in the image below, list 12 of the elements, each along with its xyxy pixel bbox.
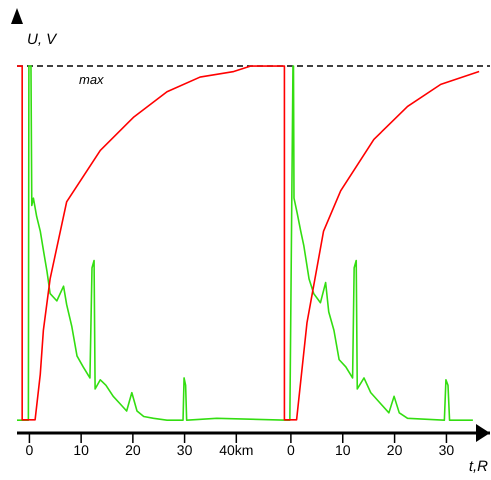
x-tick-label: 30 (438, 442, 454, 458)
ref-line-label: max (79, 72, 104, 88)
x-tick-label: 10 (73, 442, 90, 458)
x-tick-label: 0 (286, 442, 295, 458)
x-tick-label: 10 (334, 442, 351, 458)
x-tick-label: 30 (176, 442, 193, 458)
x-tick-label: 20 (386, 442, 403, 458)
x-tick-label: 0 (26, 442, 34, 458)
y-axis-title: U, V (27, 31, 58, 48)
x-tick-label: 40km (219, 442, 254, 458)
x-axis-title: t,R (468, 458, 488, 475)
x-tick-label: 20 (125, 442, 141, 458)
